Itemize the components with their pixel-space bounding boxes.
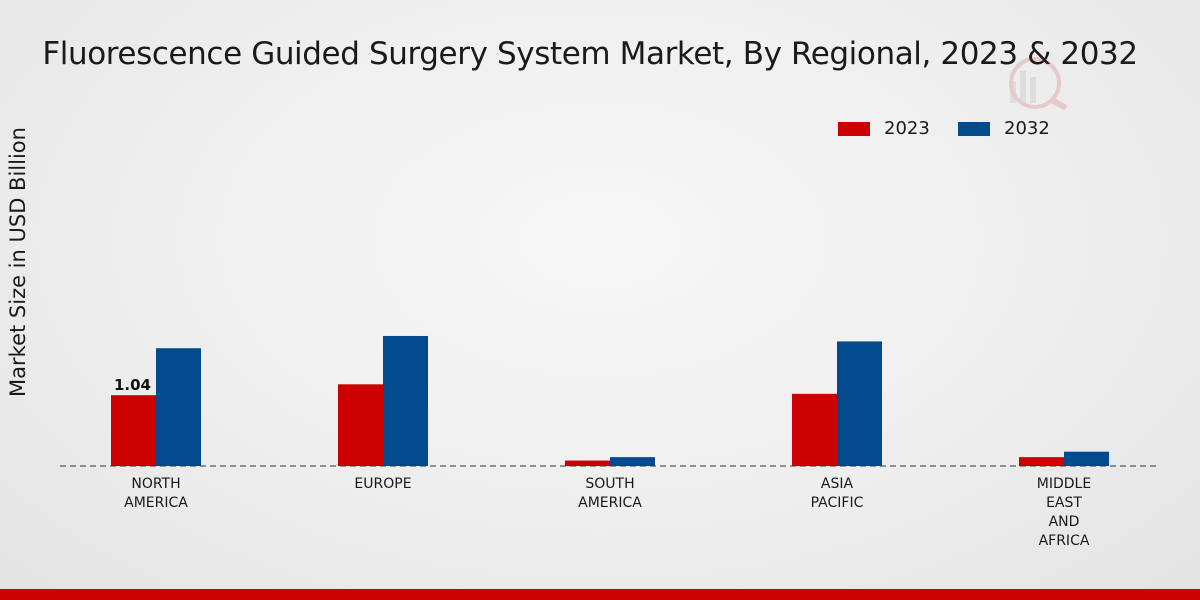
legend-label-2023: 2023 [884,118,930,139]
bar-2032-north-america[interactable] [156,348,201,466]
bar-2032-south-america[interactable] [610,457,655,466]
bar-2032-asia-pacific[interactable] [837,341,882,466]
data-label: 1.04 [114,376,151,394]
legend-swatch-2032 [958,122,990,136]
bar-2032-europe[interactable] [383,335,428,466]
bar-2032-middle-east-and-africa[interactable] [1064,451,1109,466]
x-tick-label: PACIFIC [811,495,864,511]
legend-swatch-2023 [838,122,870,136]
bar-2023-north-america[interactable] [111,395,156,466]
bar-2023-asia-pacific[interactable] [792,393,837,466]
x-tick-label: MIDDLE [1037,476,1091,492]
x-tick-label: AMERICA [578,495,642,511]
x-tick-label: ASIA [821,476,854,492]
x-tick-label: NORTH [131,476,180,492]
x-tick-label: AMERICA [124,495,188,511]
chart-title: Fluorescence Guided Surgery System Marke… [42,36,1138,72]
watermark-logo-icon [1009,57,1068,110]
x-tick-label: EUROPE [354,476,411,492]
x-tick-label: AND [1049,514,1080,530]
x-tick-label: SOUTH [585,476,634,492]
bar-2023-middle-east-and-africa[interactable] [1019,457,1064,466]
bar-2023-europe[interactable] [338,384,383,466]
bottom-accent-bar [0,589,1200,600]
x-tick-label: EAST [1046,495,1082,511]
x-tick-label: AFRICA [1039,533,1090,549]
legend-label-2032: 2032 [1004,118,1050,139]
bar-2023-south-america[interactable] [565,460,610,466]
